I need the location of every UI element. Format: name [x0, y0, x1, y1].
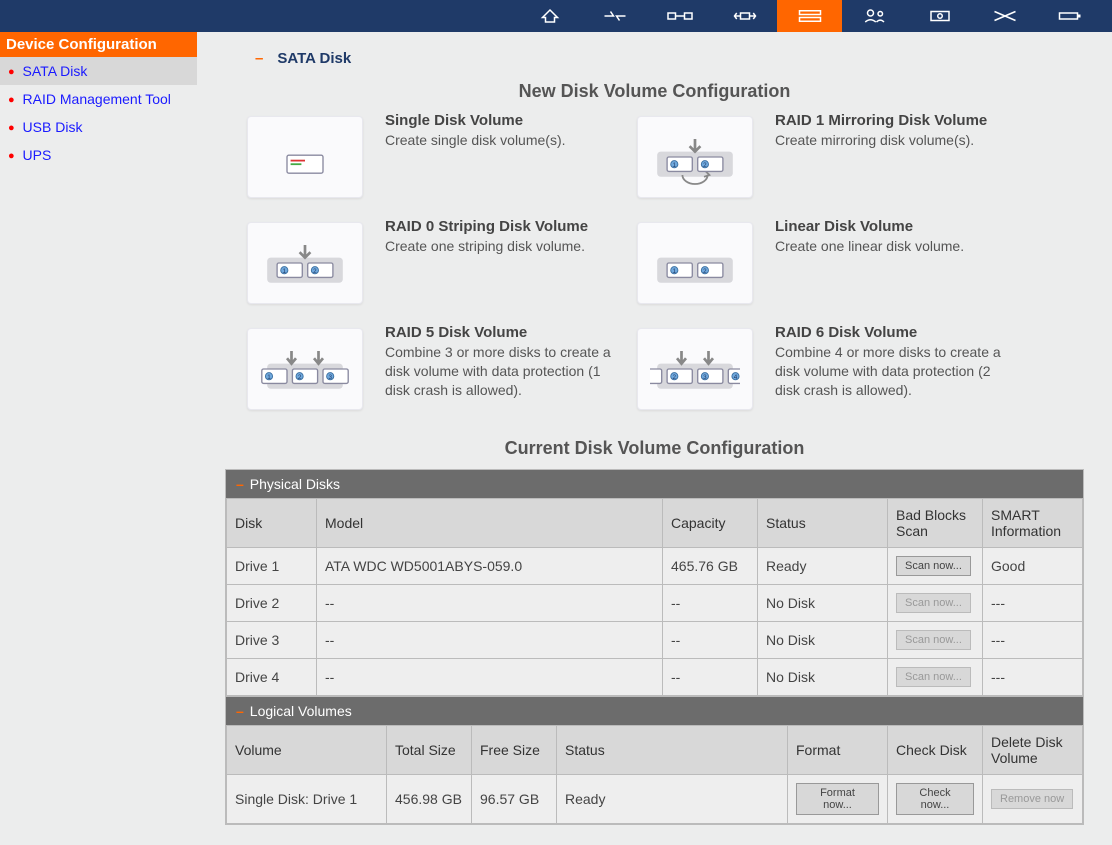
table-row: Drive 4----No DiskScan now...---: [227, 659, 1083, 696]
option-icon-1[interactable]: 12: [615, 112, 775, 202]
svg-text:2: 2: [673, 374, 677, 381]
scan-now-button: Scan now...: [896, 667, 971, 687]
option-text-5: RAID 6 Disk VolumeCombine 4 or more disk…: [775, 324, 1005, 414]
option-text-1: RAID 1 Mirroring Disk VolumeCreate mirro…: [775, 112, 1005, 202]
sidebar-item-ups[interactable]: ● UPS: [0, 141, 197, 169]
phys-col: Capacity: [663, 499, 758, 548]
svg-text:3: 3: [328, 374, 332, 381]
check-now-button[interactable]: Check now...: [896, 783, 974, 815]
nav-power[interactable]: [1037, 0, 1102, 32]
logical-volumes-table: VolumeTotal SizeFree SizeStatusFormatChe…: [226, 725, 1083, 824]
scan-now-button: Scan now...: [896, 593, 971, 613]
option-icon-5[interactable]: 1234: [615, 324, 775, 414]
phys-col: Bad Blocks Scan: [888, 499, 983, 548]
top-nav: [0, 0, 1112, 32]
sidebar: Device Configuration ● SATA Disk● RAID M…: [0, 32, 197, 845]
option-text-2: RAID 0 Striping Disk VolumeCreate one st…: [385, 218, 615, 308]
option-icon-4[interactable]: 1 2 3: [225, 324, 385, 414]
svg-text:2: 2: [298, 374, 302, 381]
breadcrumb: –SATA Disk: [255, 50, 1084, 67]
svg-text:1: 1: [267, 374, 271, 381]
remove-now-button: Remove now: [991, 789, 1073, 809]
scan-now-button[interactable]: Scan now...: [896, 556, 971, 576]
physical-disks-table: DiskModelCapacityStatusBad Blocks ScanSM…: [226, 498, 1083, 696]
option-text-0: Single Disk VolumeCreate single disk vol…: [385, 112, 615, 202]
svg-text:1: 1: [673, 268, 677, 275]
option-icon-3[interactable]: 12: [615, 218, 775, 308]
log-col: Status: [557, 726, 788, 775]
log-col: Delete Disk Volume: [983, 726, 1083, 775]
log-col: Format: [788, 726, 888, 775]
sidebar-header: Device Configuration: [0, 32, 197, 57]
svg-text:3: 3: [703, 374, 707, 381]
svg-text:1: 1: [673, 162, 677, 169]
table-row: Drive 2----No DiskScan now...---: [227, 585, 1083, 622]
svg-text:1: 1: [283, 268, 287, 275]
format-now-button[interactable]: Format now...: [796, 783, 879, 815]
option-text-4: RAID 5 Disk VolumeCombine 3 or more disk…: [385, 324, 615, 414]
nav-mail[interactable]: [972, 0, 1037, 32]
svg-text:2: 2: [703, 268, 707, 275]
svg-text:2: 2: [703, 162, 707, 169]
nav-device[interactable]: [777, 0, 842, 32]
phys-col: Status: [758, 499, 888, 548]
table-row: Drive 1ATA WDC WD5001ABYS-059.0465.76 GB…: [227, 548, 1083, 585]
current-config-title: Current Disk Volume Configuration: [225, 438, 1084, 459]
logical-volumes-header: –Logical Volumes: [226, 697, 1083, 725]
nav-share[interactable]: [712, 0, 777, 32]
sidebar-item-sata-disk[interactable]: ● SATA Disk: [0, 57, 197, 85]
log-col: Check Disk: [888, 726, 983, 775]
nav-system[interactable]: [907, 0, 972, 32]
log-col: Volume: [227, 726, 387, 775]
sidebar-item-usb-disk[interactable]: ● USB Disk: [0, 113, 197, 141]
svg-text:4: 4: [734, 374, 738, 381]
content: –SATA Disk New Disk Volume Configuration…: [197, 32, 1112, 845]
nav-quick[interactable]: [582, 0, 647, 32]
sidebar-item-raid-management-tool[interactable]: ● RAID Management Tool: [0, 85, 197, 113]
phys-col: Model: [317, 499, 663, 548]
log-col: Free Size: [472, 726, 557, 775]
log-col: Total Size: [387, 726, 472, 775]
nav-network[interactable]: [647, 0, 712, 32]
nav-users[interactable]: [842, 0, 907, 32]
phys-col: Disk: [227, 499, 317, 548]
scan-now-button: Scan now...: [896, 630, 971, 650]
option-icon-0[interactable]: [225, 112, 385, 202]
table-row: Single Disk: Drive 1456.98 GB96.57 GBRea…: [227, 775, 1083, 824]
option-text-3: Linear Disk VolumeCreate one linear disk…: [775, 218, 1005, 308]
table-row: Drive 3----No DiskScan now...---: [227, 622, 1083, 659]
option-icon-2[interactable]: 12: [225, 218, 385, 308]
physical-disks-panel: –Physical Disks DiskModelCapacityStatusB…: [225, 469, 1084, 697]
new-config-title: New Disk Volume Configuration: [225, 81, 1084, 102]
logical-volumes-panel: –Logical Volumes VolumeTotal SizeFree Si…: [225, 697, 1084, 825]
phys-col: SMART Information: [983, 499, 1083, 548]
svg-text:2: 2: [313, 268, 317, 275]
new-config-options: Single Disk VolumeCreate single disk vol…: [225, 112, 1084, 414]
physical-disks-header: –Physical Disks: [226, 470, 1083, 498]
nav-home[interactable]: [517, 0, 582, 32]
